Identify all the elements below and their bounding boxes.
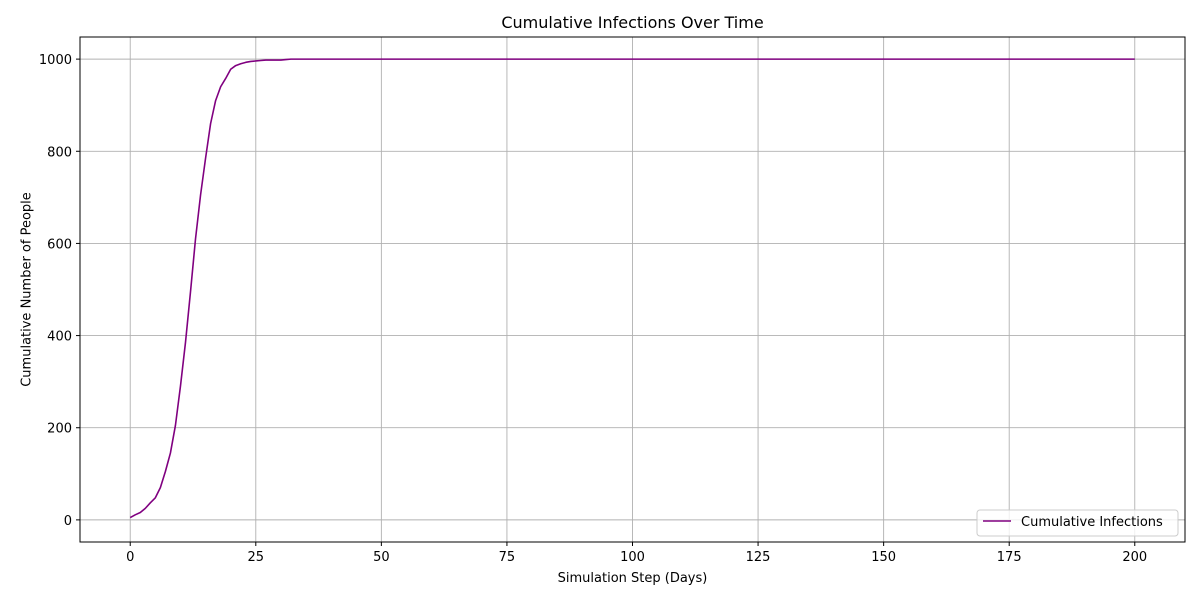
x-axis: 0 25 50 75 100 125 150 175 200 (126, 542, 1147, 565)
x-tick-label: 50 (373, 550, 390, 565)
y-tick-label: 800 (47, 145, 72, 160)
x-tick-label: 100 (620, 550, 645, 565)
y-tick-label: 200 (47, 422, 72, 437)
x-tick-label: 175 (997, 550, 1022, 565)
chart-title: Cumulative Infections Over Time (501, 13, 763, 32)
y-tick-label: 400 (47, 330, 72, 345)
legend-box (976, 509, 1179, 537)
x-tick-label: 75 (499, 550, 516, 565)
x-axis-label: Simulation Step (Days) (558, 571, 708, 586)
y-axis: 0 200 400 600 800 1000 (39, 53, 80, 529)
legend-label: Cumulative Infections (1021, 515, 1163, 530)
grid (80, 37, 1185, 542)
legend: Cumulative Infections (976, 509, 1179, 537)
y-tick-label: 0 (64, 514, 72, 529)
y-tick-label: 600 (47, 237, 72, 252)
y-axis-label: Cumulative Number of People (20, 192, 35, 387)
x-tick-label: 25 (248, 550, 265, 565)
x-tick-label: 200 (1122, 550, 1147, 565)
x-tick-label: 150 (871, 550, 896, 565)
plot-series (129, 58, 1135, 519)
x-tick-label: 125 (746, 550, 771, 565)
x-tick-label: 0 (126, 550, 134, 565)
y-tick-label: 1000 (39, 53, 72, 68)
series-line (129, 58, 1135, 519)
